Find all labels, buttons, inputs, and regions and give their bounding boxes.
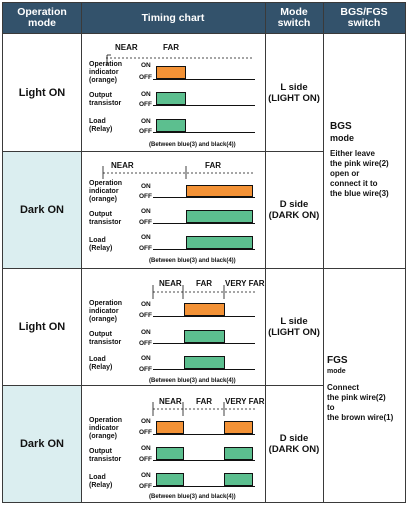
bgs-subtitle: mode bbox=[330, 133, 355, 143]
switch-l-side: L side (LIGHT ON) bbox=[268, 81, 320, 104]
indicator-pulse bbox=[156, 66, 186, 79]
fgs-text: Connect the pink wire(2) to the brown wi… bbox=[327, 383, 394, 422]
on-label: ON bbox=[141, 91, 151, 98]
load-pulse bbox=[156, 119, 186, 132]
timing-table: Operation mode Timing chart Mode switch … bbox=[2, 2, 406, 503]
on-label: ON bbox=[141, 62, 151, 69]
load-label: Load (Relay) bbox=[89, 356, 113, 371]
wiring-note: (Between blue(3) and black(4)) bbox=[149, 494, 236, 500]
load-pulse bbox=[224, 473, 253, 486]
on-label: ON bbox=[141, 301, 151, 308]
fgs-subtitle: mode bbox=[327, 368, 346, 375]
dark-row-bg bbox=[3, 385, 81, 502]
output-label: Output transistor bbox=[89, 92, 122, 107]
output-label: Output transistor bbox=[89, 211, 122, 226]
off-label: OFF bbox=[139, 366, 152, 373]
on-label: ON bbox=[141, 329, 151, 336]
on-label: ON bbox=[141, 472, 151, 479]
load-pulse bbox=[186, 236, 253, 249]
near-label: NEAR bbox=[115, 43, 138, 52]
bgs-title: BGS bbox=[330, 121, 352, 132]
off-label: OFF bbox=[139, 74, 152, 81]
off-label: OFF bbox=[139, 219, 152, 226]
switch-d-side: D side (DARK ON) bbox=[268, 432, 320, 455]
fgs-title: FGS bbox=[327, 355, 348, 366]
dark-row-bg bbox=[3, 151, 81, 268]
far-label: FAR bbox=[196, 279, 212, 288]
header-operation-mode: Operation mode bbox=[3, 3, 81, 33]
very-far-label: VERY FAR bbox=[225, 279, 265, 288]
output-label: Output transistor bbox=[89, 448, 122, 463]
off-label: OFF bbox=[139, 312, 152, 319]
on-label: ON bbox=[141, 234, 151, 241]
indicator-pulse bbox=[186, 185, 253, 197]
mode-light-on: Light ON bbox=[18, 86, 66, 99]
off-label: OFF bbox=[139, 245, 152, 252]
indicator-pulse bbox=[184, 303, 225, 316]
mode-dark-on: Dark ON bbox=[19, 203, 65, 216]
off-label: OFF bbox=[139, 340, 152, 347]
off-label: OFF bbox=[139, 128, 152, 135]
off-label: OFF bbox=[139, 101, 152, 108]
on-label: ON bbox=[141, 118, 151, 125]
indicator-label: Operation indicator (orange) bbox=[89, 61, 123, 84]
output-pulse bbox=[224, 447, 253, 460]
mode-light-on: Light ON bbox=[18, 320, 66, 333]
output-pulse bbox=[156, 447, 184, 460]
header-bgs-fgs-switch: BGS/FGS switch bbox=[323, 3, 405, 33]
indicator-label: Operation indicator (orange) bbox=[89, 417, 123, 440]
wiring-note: (Between blue(3) and black(4)) bbox=[149, 142, 236, 148]
far-label: FAR bbox=[205, 161, 221, 170]
on-label: ON bbox=[141, 418, 151, 425]
load-pulse bbox=[184, 356, 225, 369]
output-pulse bbox=[186, 210, 253, 223]
off-label: OFF bbox=[139, 193, 152, 200]
wiring-note: (Between blue(3) and black(4)) bbox=[149, 378, 236, 384]
load-label: Load (Relay) bbox=[89, 474, 113, 489]
near-label: NEAR bbox=[111, 161, 134, 170]
output-pulse bbox=[184, 330, 225, 343]
very-far-label: VERY FAR bbox=[225, 397, 265, 406]
load-label: Load (Relay) bbox=[89, 118, 113, 133]
indicator-label: Operation indicator (orange) bbox=[89, 300, 123, 323]
output-pulse bbox=[156, 92, 186, 105]
output-label: Output transistor bbox=[89, 331, 122, 346]
indicator-pulse bbox=[156, 421, 184, 434]
header-mode-switch: Mode switch bbox=[265, 3, 323, 33]
wiring-note: (Between blue(3) and black(4)) bbox=[149, 258, 236, 264]
off-label: OFF bbox=[139, 456, 152, 463]
indicator-label: Operation indicator (orange) bbox=[89, 180, 123, 203]
mode-dark-on: Dark ON bbox=[19, 437, 65, 450]
load-label: Load (Relay) bbox=[89, 237, 113, 252]
switch-l-side: L side (LIGHT ON) bbox=[268, 315, 320, 338]
off-label: OFF bbox=[139, 483, 152, 490]
on-label: ON bbox=[141, 445, 151, 452]
load-pulse bbox=[156, 473, 184, 486]
off-label: OFF bbox=[139, 429, 152, 436]
far-label: FAR bbox=[163, 43, 179, 52]
near-label: NEAR bbox=[159, 279, 182, 288]
indicator-pulse bbox=[224, 421, 253, 434]
far-label: FAR bbox=[196, 397, 212, 406]
on-label: ON bbox=[141, 355, 151, 362]
header-timing-chart: Timing chart bbox=[81, 3, 265, 33]
on-label: ON bbox=[141, 183, 151, 190]
on-label: ON bbox=[141, 208, 151, 215]
bgs-text: Either leave the pink wire(2) open or co… bbox=[330, 149, 389, 198]
near-label: NEAR bbox=[159, 397, 182, 406]
switch-d-side: D side (DARK ON) bbox=[268, 198, 320, 221]
